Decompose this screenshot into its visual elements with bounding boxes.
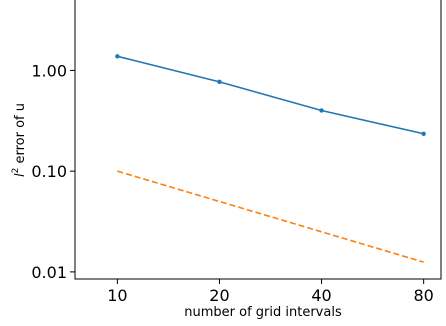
x-axis-label: number of grid intervals	[184, 305, 342, 320]
x-tick-label-80: 80	[413, 286, 433, 305]
y-axis-label: l2 error of u	[11, 103, 28, 177]
series-0-point-2	[319, 108, 323, 112]
x-tick-label-40: 40	[311, 286, 331, 305]
x-tick-label-20: 20	[209, 286, 229, 305]
x-tick-label-10: 10	[107, 286, 127, 305]
series-1-line	[117, 171, 423, 262]
y-tick-label-0.01: 0.01	[31, 263, 67, 282]
series-0-point-3	[421, 132, 425, 136]
series-0-point-1	[217, 80, 221, 84]
y-tick-label-0.1: 0.10	[31, 162, 67, 181]
axes-frame	[75, 0, 441, 279]
axes	[75, 0, 441, 279]
x-axis-ticks: 10 20 40 80	[107, 279, 434, 305]
y-tick-label-1: 1.00	[31, 61, 67, 80]
y-axis-ticks: 0.01 0.10 1.00	[31, 61, 75, 281]
series-group	[115, 54, 426, 262]
series-0-line	[117, 56, 423, 133]
y-axis-label-rest: error of u	[13, 103, 28, 168]
series-0-point-0	[115, 54, 119, 58]
